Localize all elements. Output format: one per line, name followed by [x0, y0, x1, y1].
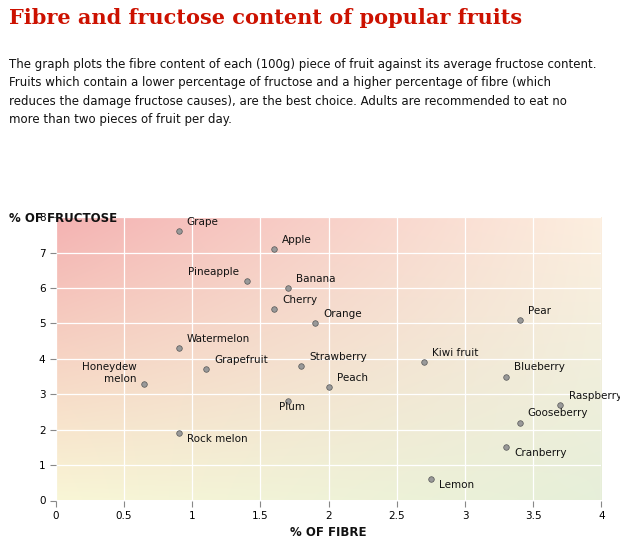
Text: Lemon: Lemon	[439, 480, 474, 490]
Text: Cherry: Cherry	[282, 295, 317, 305]
Text: Cranberry: Cranberry	[514, 448, 567, 458]
Text: Strawberry: Strawberry	[309, 351, 367, 362]
Text: Honeydew
melon: Honeydew melon	[81, 362, 136, 384]
Text: Fibre and fructose content of popular fruits: Fibre and fructose content of popular fr…	[9, 8, 523, 28]
Text: Apple: Apple	[282, 235, 312, 245]
X-axis label: % OF FIBRE: % OF FIBRE	[290, 526, 367, 540]
Text: Orange: Orange	[323, 309, 361, 319]
Text: Raspberry: Raspberry	[569, 390, 620, 400]
Text: Kiwi fruit: Kiwi fruit	[432, 348, 479, 358]
Text: Blueberry: Blueberry	[514, 362, 565, 372]
Text: Pineapple: Pineapple	[188, 267, 239, 277]
Text: Watermelon: Watermelon	[187, 334, 250, 344]
Text: Grape: Grape	[187, 217, 219, 227]
Text: Banana: Banana	[296, 274, 335, 284]
Text: Plum: Plum	[280, 402, 306, 412]
Text: Grapefruit: Grapefruit	[214, 355, 268, 365]
Text: Rock melon: Rock melon	[187, 434, 247, 444]
Text: Pear: Pear	[528, 306, 551, 316]
Text: The graph plots the fibre content of each (100g) piece of fruit against its aver: The graph plots the fibre content of eac…	[9, 58, 597, 126]
Text: Peach: Peach	[337, 373, 368, 383]
Text: Gooseberry: Gooseberry	[528, 408, 588, 419]
Text: % OF FRUCTOSE: % OF FRUCTOSE	[9, 212, 117, 225]
